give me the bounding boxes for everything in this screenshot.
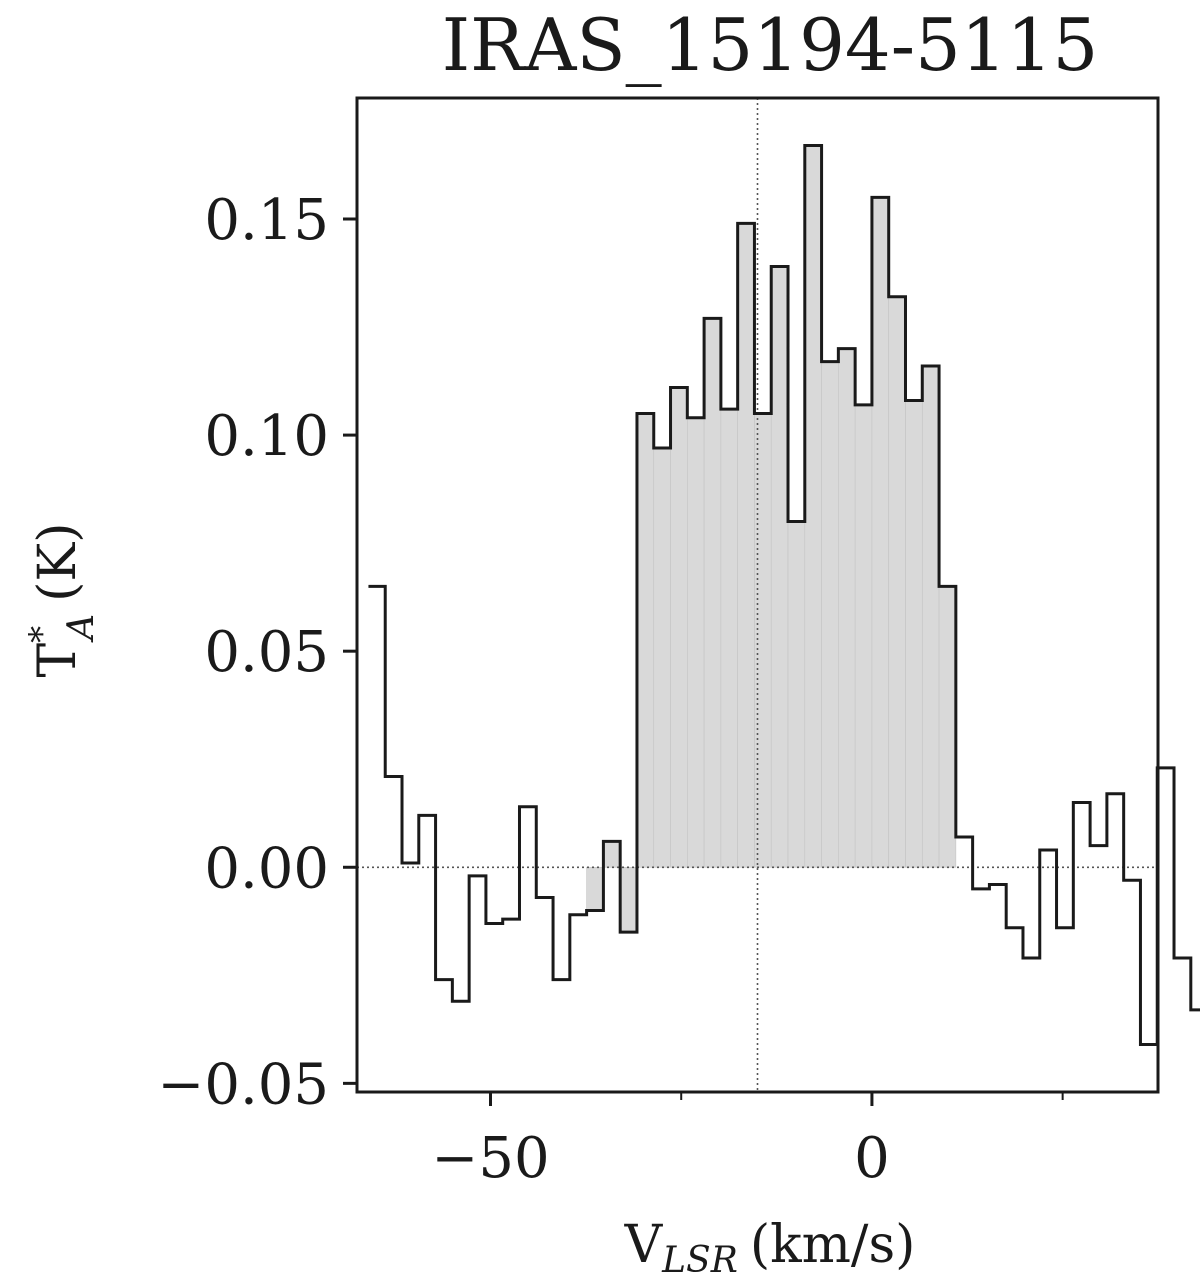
shaded-bin <box>619 866 638 933</box>
x-axis-label: VLSR (km/s) <box>624 1215 916 1281</box>
shaded-bin <box>603 841 621 868</box>
shaded-bin <box>905 400 923 868</box>
shaded-bin <box>787 521 806 868</box>
spectrum-step-line <box>368 144 1200 1046</box>
y-tick-label: 0.10 <box>204 404 329 469</box>
y-axis-label: T*A(K) <box>22 522 102 677</box>
shaded-bin <box>921 365 940 868</box>
shaded-bin <box>938 586 957 868</box>
shaded-bin <box>838 348 856 868</box>
shaded-bin <box>636 413 655 868</box>
chart-title: IRAS_15194-5115 <box>442 3 1099 87</box>
x-tick-label: −50 <box>431 1126 549 1191</box>
shaded-bin <box>821 361 839 868</box>
shaded-bin <box>670 387 688 868</box>
shaded-bin <box>703 318 722 868</box>
shaded-bin <box>720 408 738 868</box>
shaded-bin <box>770 266 789 868</box>
shaded-bin <box>737 223 755 868</box>
shaded-bin <box>586 866 604 911</box>
shaded-bin <box>687 417 705 868</box>
y-tick-label: 0.00 <box>204 836 329 901</box>
y-tick-label: 0.15 <box>204 188 329 253</box>
y-tick-label: −0.05 <box>157 1052 329 1117</box>
plot-area: −50 0 −0.05 0.00 0.05 0.10 0.15 <box>157 96 1200 1191</box>
y-tick-label: 0.05 <box>204 620 329 685</box>
shaded-bin <box>854 404 873 868</box>
shaded-bin <box>871 197 890 868</box>
plot-frame <box>355 96 1160 1094</box>
shaded-bin <box>804 145 822 868</box>
x-tick-label: 0 <box>854 1126 890 1191</box>
shaded-bin <box>888 296 906 868</box>
shaded-bin <box>653 447 671 868</box>
